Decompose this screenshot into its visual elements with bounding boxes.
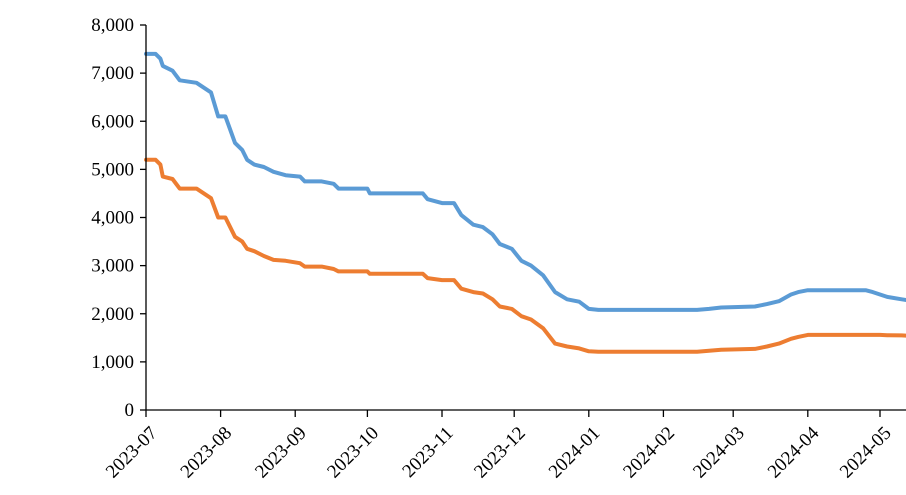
x-tick-label: 2023-09 [251,423,311,483]
x-tick-label: 2023-10 [323,423,383,483]
x-tick-label: 2023-08 [177,423,237,483]
x-tick-label: 2024-01 [545,423,605,483]
y-tick-label: 4,000 [91,208,134,229]
y-tick-label: 3,000 [91,256,134,277]
x-tick-label: 2024-02 [619,423,679,483]
y-tick-label: 1,000 [91,352,134,373]
x-axis-ticks: 2023-07 2023-08 2023-09 2023-10 2023-11 2023-… [102,410,896,482]
y-tick-label: 2,000 [91,304,134,325]
x-tick-label: 2024-03 [689,423,749,483]
series-line-1 [144,51,906,312]
series-layer [144,51,906,354]
x-tick-label: 2023-11 [398,423,457,482]
y-tick-label: 0 [125,400,135,421]
x-tick-label: 2024-04 [764,422,824,482]
y-axis-ticks: 0 1,000 2,000 3,000 4,000 5,000 6,000 7,000 8,00… [91,15,146,421]
x-tick-label: 2024-05 [836,423,896,483]
y-tick-label: 7,000 [91,63,134,84]
y-tick-label: 8,000 [91,15,134,36]
x-tick-label: 2023-07 [102,423,162,483]
y-tick-label: 5,000 [91,159,134,180]
series-line-2 [144,157,906,354]
x-tick-label: 2023-12 [470,423,530,483]
y-tick-label: 6,000 [91,111,134,132]
